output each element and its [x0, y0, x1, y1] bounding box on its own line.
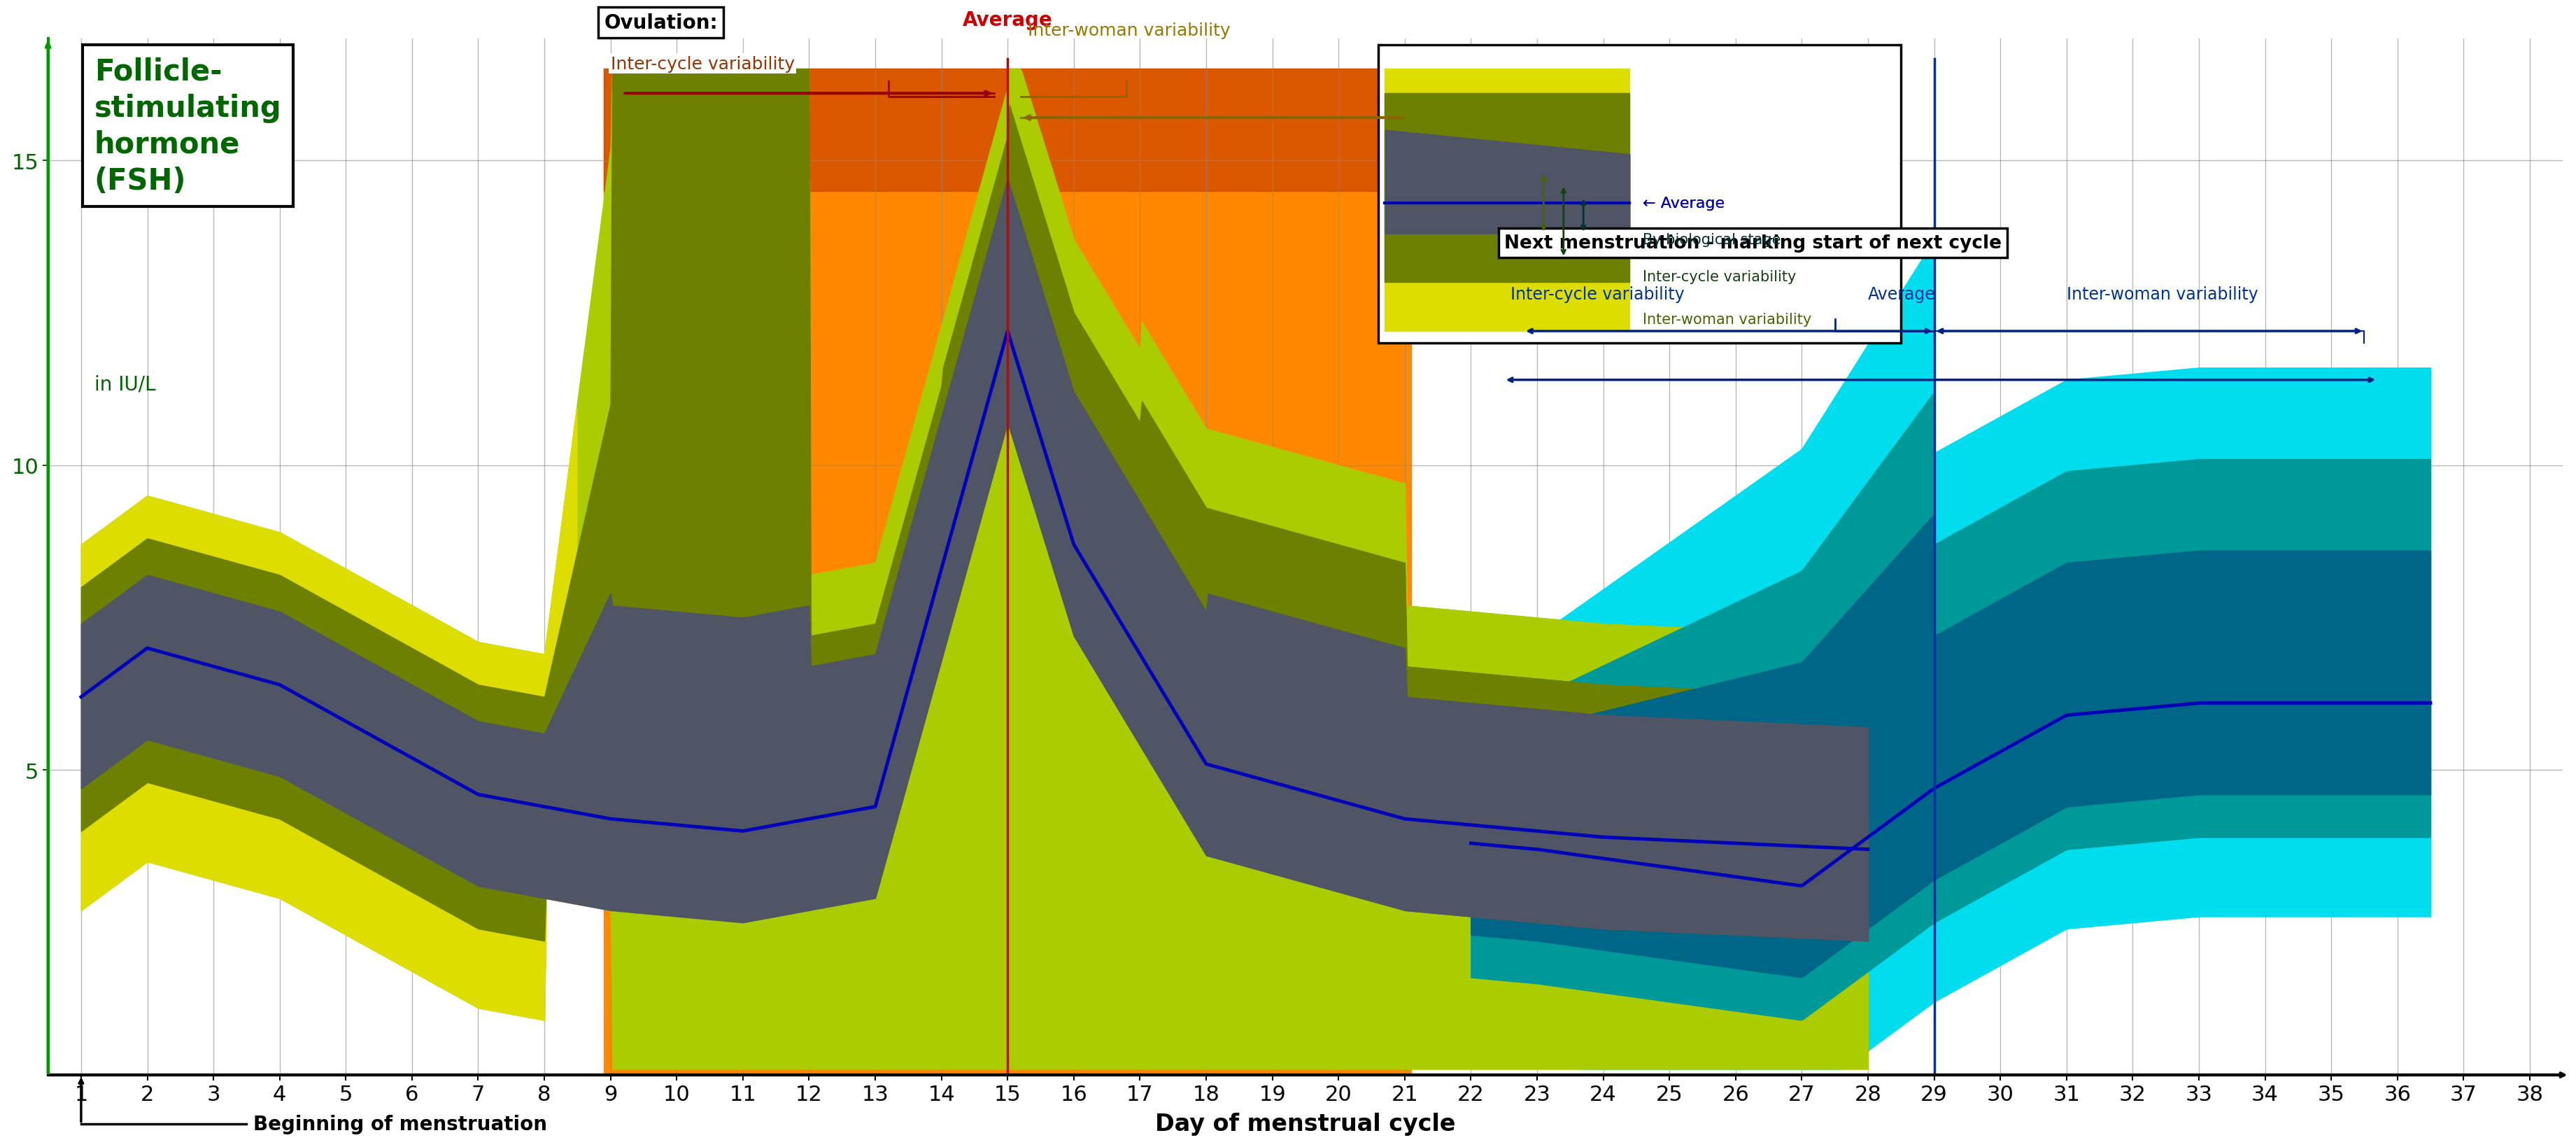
Text: Average: Average — [963, 10, 1054, 30]
Text: Beginning of menstruation: Beginning of menstruation — [252, 1114, 546, 1133]
Text: Average: Average — [1868, 286, 1935, 303]
Text: ← Average: ← Average — [1643, 196, 1726, 211]
Text: in IU/L: in IU/L — [95, 374, 155, 393]
Text: Next menstruation - marking start of next cycle: Next menstruation - marking start of nex… — [1504, 234, 2002, 252]
Text: Follicle-
stimulating
hormone
(FSH): Follicle- stimulating hormone (FSH) — [95, 57, 281, 196]
Text: Inter-cycle variability: Inter-cycle variability — [1510, 286, 1685, 303]
Text: Inter-cycle variability: Inter-cycle variability — [1643, 270, 1795, 283]
Text: ← Average: ← Average — [1643, 196, 1726, 211]
X-axis label: Day of menstrual cycle: Day of menstrual cycle — [1154, 1113, 1455, 1136]
Text: Inter-woman variability: Inter-woman variability — [1643, 312, 1811, 327]
Text: Inter-woman variability: Inter-woman variability — [2066, 286, 2259, 303]
FancyBboxPatch shape — [1378, 45, 1901, 344]
Text: By biological stage: By biological stage — [1643, 233, 1780, 247]
Text: Inter-woman variability: Inter-woman variability — [1028, 22, 1231, 39]
Text: Ovulation:: Ovulation: — [603, 14, 719, 33]
Text: Inter-cycle variability: Inter-cycle variability — [611, 56, 793, 72]
